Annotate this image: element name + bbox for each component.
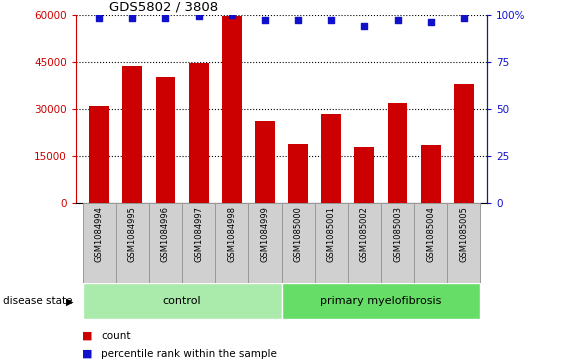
- Text: GSM1084998: GSM1084998: [227, 206, 236, 262]
- Bar: [288, 143, 308, 203]
- Text: GSM1084994: GSM1084994: [95, 206, 104, 262]
- Point: [95, 15, 104, 21]
- Bar: [414, 203, 447, 283]
- Bar: [315, 203, 348, 283]
- Bar: [215, 203, 248, 283]
- Text: percentile rank within the sample: percentile rank within the sample: [101, 349, 277, 359]
- Bar: [348, 203, 381, 283]
- Text: GSM1085004: GSM1085004: [426, 206, 435, 262]
- Bar: [189, 63, 208, 203]
- Bar: [122, 66, 142, 203]
- Point: [261, 17, 270, 23]
- Point: [293, 17, 302, 23]
- Bar: [83, 203, 116, 283]
- Bar: [155, 77, 176, 203]
- Text: GSM1085003: GSM1085003: [393, 206, 402, 262]
- Point: [227, 12, 236, 17]
- Text: ■: ■: [82, 331, 92, 341]
- Bar: [282, 203, 315, 283]
- Text: GSM1085000: GSM1085000: [293, 206, 302, 262]
- Text: GSM1084997: GSM1084997: [194, 206, 203, 262]
- Text: GSM1084995: GSM1084995: [128, 206, 137, 262]
- Point: [393, 17, 402, 23]
- Text: control: control: [163, 296, 202, 306]
- Bar: [387, 103, 408, 203]
- Text: GSM1085005: GSM1085005: [459, 206, 468, 262]
- Point: [360, 23, 369, 29]
- Point: [327, 17, 336, 23]
- Bar: [83, 283, 282, 319]
- Bar: [255, 122, 275, 203]
- Bar: [355, 147, 374, 203]
- Bar: [222, 16, 242, 203]
- Text: primary myelofibrosis: primary myelofibrosis: [320, 296, 441, 306]
- Bar: [447, 203, 480, 283]
- Bar: [116, 203, 149, 283]
- Text: GSM1084996: GSM1084996: [161, 206, 170, 262]
- Text: ▶: ▶: [66, 296, 73, 306]
- Bar: [282, 283, 480, 319]
- Text: ■: ■: [82, 349, 92, 359]
- Point: [194, 13, 203, 19]
- Text: GSM1084999: GSM1084999: [261, 206, 270, 262]
- Text: GSM1085001: GSM1085001: [327, 206, 336, 262]
- Bar: [149, 203, 182, 283]
- Text: GDS5802 / 3808: GDS5802 / 3808: [109, 0, 218, 13]
- Bar: [90, 106, 109, 203]
- Point: [459, 15, 468, 21]
- Text: disease state: disease state: [3, 296, 72, 306]
- Point: [161, 15, 170, 21]
- Bar: [248, 203, 282, 283]
- Bar: [381, 203, 414, 283]
- Bar: [421, 145, 441, 203]
- Bar: [454, 84, 473, 203]
- Text: GSM1085002: GSM1085002: [360, 206, 369, 262]
- Bar: [182, 203, 215, 283]
- Point: [426, 19, 435, 25]
- Point: [128, 15, 137, 21]
- Text: count: count: [101, 331, 131, 341]
- Bar: [321, 114, 341, 203]
